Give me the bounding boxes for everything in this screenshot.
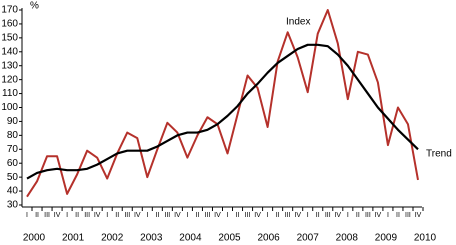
x-tick-label: III (124, 212, 130, 219)
x-tick-label: I (66, 212, 68, 219)
x-tick-label: III (205, 212, 211, 219)
x-tick-label: IV (294, 212, 301, 219)
x-tick-label: I (387, 212, 389, 219)
y-tick-label: 160 (1, 19, 18, 30)
year-label: 2007 (297, 233, 320, 244)
x-tick-label: IV (375, 212, 382, 219)
x-tick-label: IV (94, 212, 101, 219)
x-tick-label: II (195, 212, 199, 219)
x-tick-label: II (316, 212, 320, 219)
x-tick-label: IV (214, 212, 221, 219)
x-tick-label: I (26, 212, 28, 219)
y-tick-label: 40 (7, 186, 19, 197)
series-label: Index (286, 17, 310, 28)
x-tick-label: II (115, 212, 119, 219)
x-tick-label: II (356, 212, 360, 219)
y-unit: % (30, 1, 39, 12)
year-label: 2000 (23, 233, 46, 244)
series-line (26, 9, 419, 198)
year-label: 2004 (179, 233, 202, 244)
x-tick-label: III (44, 212, 50, 219)
x-tick-label: I (186, 212, 188, 219)
x-tick-label: II (396, 212, 400, 219)
x-tick-label: I (307, 212, 309, 219)
series-label: Trend (426, 149, 452, 160)
x-tick-label: III (325, 212, 331, 219)
y-tick-label: 120 (1, 74, 18, 85)
year-label: 2005 (218, 233, 241, 244)
x-tick-label: I (106, 212, 108, 219)
year-label: 2010 (414, 233, 437, 244)
y-tick-label: 170 (1, 5, 18, 16)
y-tick-label: 130 (1, 60, 18, 71)
series-line (26, 43, 419, 180)
year-label: 2009 (375, 233, 398, 244)
year-label: 2008 (336, 233, 359, 244)
x-tick-label: I (267, 212, 269, 219)
y-tick-label: 70 (7, 144, 19, 155)
y-tick-label: 150 (1, 32, 18, 43)
x-tick-label: IV (174, 212, 181, 219)
year-label: 2006 (257, 233, 280, 244)
x-tick-label: II (236, 212, 240, 219)
year-label: 2001 (62, 233, 85, 244)
x-tick-label: I (347, 212, 349, 219)
year-label: 2003 (140, 233, 163, 244)
y-tick-label: 90 (7, 116, 19, 127)
x-tick-label: II (155, 212, 159, 219)
y-tick-label: 100 (1, 102, 18, 113)
x-tick-label: III (285, 212, 291, 219)
x-tick-label: I (227, 212, 229, 219)
x-tick-label: IV (54, 212, 61, 219)
year-label: 2002 (101, 233, 124, 244)
x-tick-label: IV (334, 212, 341, 219)
x-tick-label: IV (415, 212, 422, 219)
x-tick-label: IV (134, 212, 141, 219)
y-tick-label: 110 (2, 88, 18, 99)
x-tick-label: III (164, 212, 170, 219)
x-tick-label: III (405, 212, 411, 219)
x-tick-label: II (35, 212, 39, 219)
y-tick-label: 50 (7, 172, 19, 183)
x-tick-label: I (146, 212, 148, 219)
x-tick-label: II (75, 212, 79, 219)
x-tick-label: III (84, 212, 90, 219)
y-tick-label: 60 (7, 158, 19, 169)
y-tick-label: 30 (7, 200, 19, 211)
y-tick-label: 140 (1, 46, 18, 57)
x-tick-label: III (365, 212, 371, 219)
x-tick-label: III (245, 212, 251, 219)
x-tick-label: IV (254, 212, 261, 219)
y-tick-label: 80 (7, 130, 19, 141)
x-tick-label: II (276, 212, 280, 219)
